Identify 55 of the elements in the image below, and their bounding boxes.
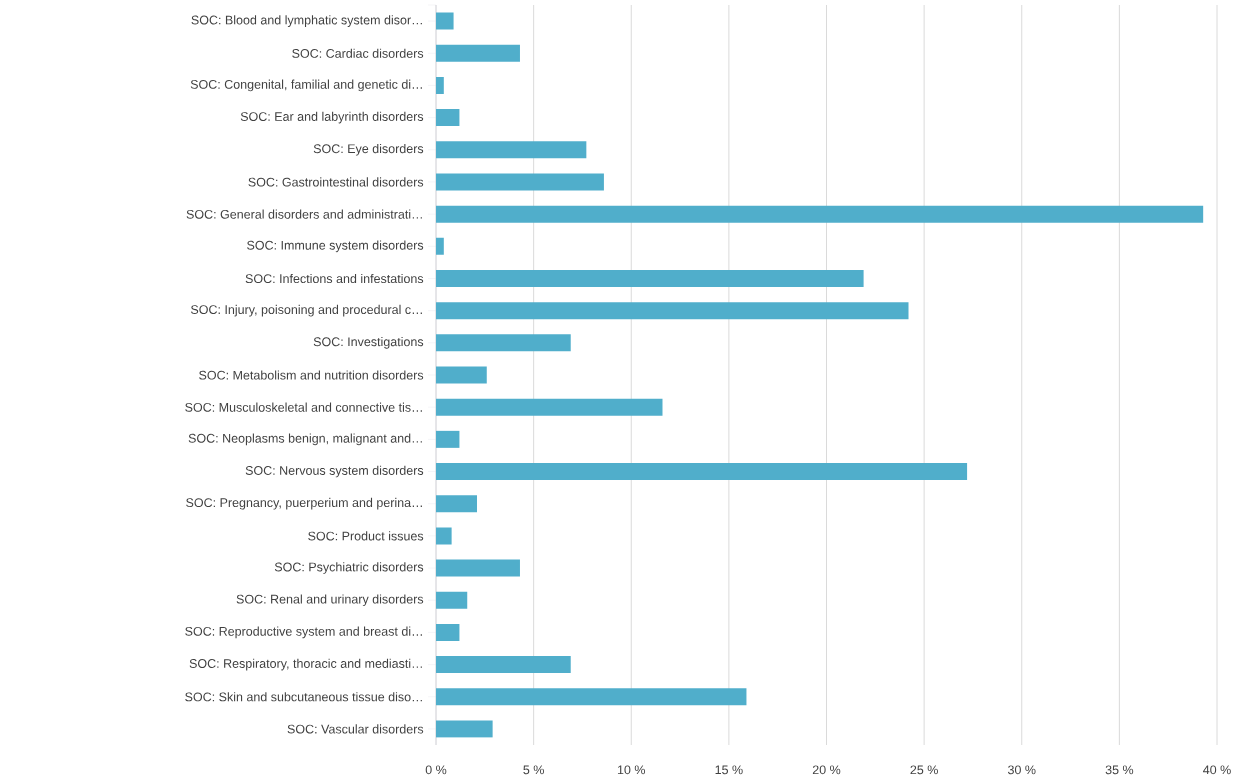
- y-tick-label: SOC: Musculoskeletal and connective tis…: [185, 402, 422, 412]
- y-tick-label: SOC: Eye disorders: [313, 143, 424, 156]
- bar: [436, 205, 1204, 223]
- y-tick-label: SOC: Neoplasms benign, malignant and…: [188, 433, 422, 446]
- x-tick-label: 30 %: [1007, 765, 1036, 775]
- y-tick-label: SOC: Injury, poisoning and procedural c…: [190, 304, 422, 317]
- bar: [436, 76, 444, 94]
- bar: [436, 44, 520, 62]
- bar: [436, 334, 571, 352]
- y-tick-label: SOC: Metabolism and nutrition disorders: [199, 370, 424, 380]
- y-tick-label: SOC: Ear and labyrinth disorders: [240, 111, 424, 124]
- y-tick-label: SOC: Vascular disorders: [287, 724, 424, 734]
- bar: [436, 688, 747, 706]
- x-tick-label: 35 %: [1105, 765, 1134, 775]
- bar: [436, 12, 454, 30]
- bar: [436, 495, 478, 513]
- bar: [436, 591, 468, 609]
- bar: [436, 559, 520, 577]
- x-tick-label: 40 %: [1203, 765, 1231, 775]
- x-tick-label: 25 %: [910, 765, 938, 775]
- bar: [436, 398, 663, 416]
- bar: [436, 720, 493, 738]
- y-tick-label: SOC: Congenital, familial and genetic di…: [190, 79, 422, 92]
- y-tick-label: SOC: Immune system disorders: [247, 240, 424, 253]
- y-tick-label: SOC: Product issues: [308, 531, 424, 541]
- y-tick-label: SOC: Pregnancy, puerperium and perina…: [186, 497, 422, 510]
- bar: [436, 623, 460, 641]
- y-tick-label: SOC: Blood and lymphatic system disor…: [191, 15, 422, 27]
- bar: [436, 366, 487, 384]
- x-tick-label: 15 %: [715, 765, 743, 775]
- y-tick-label: SOC: Investigations: [313, 337, 424, 349]
- y-tick-label: SOC: Reproductive system and breast di…: [185, 626, 422, 639]
- bar: [436, 463, 968, 481]
- y-tick-label: SOC: Respiratory, thoracic and mediasti…: [189, 658, 422, 671]
- bar: [436, 430, 460, 448]
- x-tick-label: 10 %: [617, 765, 646, 775]
- bar: [436, 302, 909, 320]
- bar: [436, 269, 864, 287]
- bar: [436, 141, 587, 159]
- x-tick-label: 5 %: [523, 765, 544, 775]
- bar: [436, 109, 460, 127]
- y-tick-label: SOC: Infections and infestations: [245, 273, 424, 284]
- y-tick-label: SOC: Skin and subcutaneous tissue diso…: [185, 692, 422, 702]
- y-tick-label: SOC: Renal and urinary disorders: [236, 594, 424, 607]
- y-tick-label: SOC: Cardiac disorders: [292, 48, 424, 58]
- y-tick-label: SOC: General disorders and administrati…: [186, 209, 422, 219]
- bar: [436, 527, 452, 545]
- x-tick-label: 0 %: [425, 765, 447, 775]
- bar: [436, 237, 444, 255]
- y-tick-label: SOC: Nervous system disorders: [245, 465, 424, 478]
- y-tick-label: SOC: Psychiatric disorders: [274, 562, 424, 574]
- y-tick-label: SOC: Gastrointestinal disorders: [248, 177, 424, 187]
- bar: [436, 656, 571, 674]
- x-tick-label: 20 %: [812, 765, 841, 775]
- bar: [436, 173, 604, 191]
